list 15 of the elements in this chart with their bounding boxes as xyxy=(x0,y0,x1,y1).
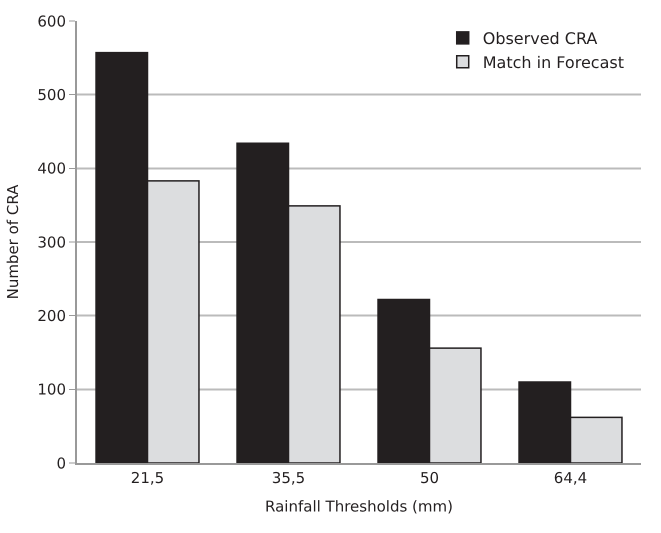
legend-label: Match in Forecast xyxy=(482,52,624,72)
y-tick-label: 200 xyxy=(37,306,66,325)
y-tick-label: 0 xyxy=(56,454,66,472)
y-tick-label: 300 xyxy=(37,233,66,252)
y-tick-label: 400 xyxy=(37,160,66,178)
legend-label: Observed CRA xyxy=(482,29,598,48)
y-axis-title: Number of CRA xyxy=(4,184,22,300)
y-tick-label: 100 xyxy=(37,380,66,399)
x-tick-label: 64,4 xyxy=(554,469,588,487)
x-tick-label: 50 xyxy=(420,469,440,487)
y-tick-label: 600 xyxy=(37,12,66,30)
x-tick-label: 35,5 xyxy=(272,469,306,487)
y-tick-label: 500 xyxy=(37,86,66,104)
x-axis-title: Rainfall Thresholds (mm) xyxy=(265,498,453,516)
x-tick-label: 21,5 xyxy=(130,469,164,487)
